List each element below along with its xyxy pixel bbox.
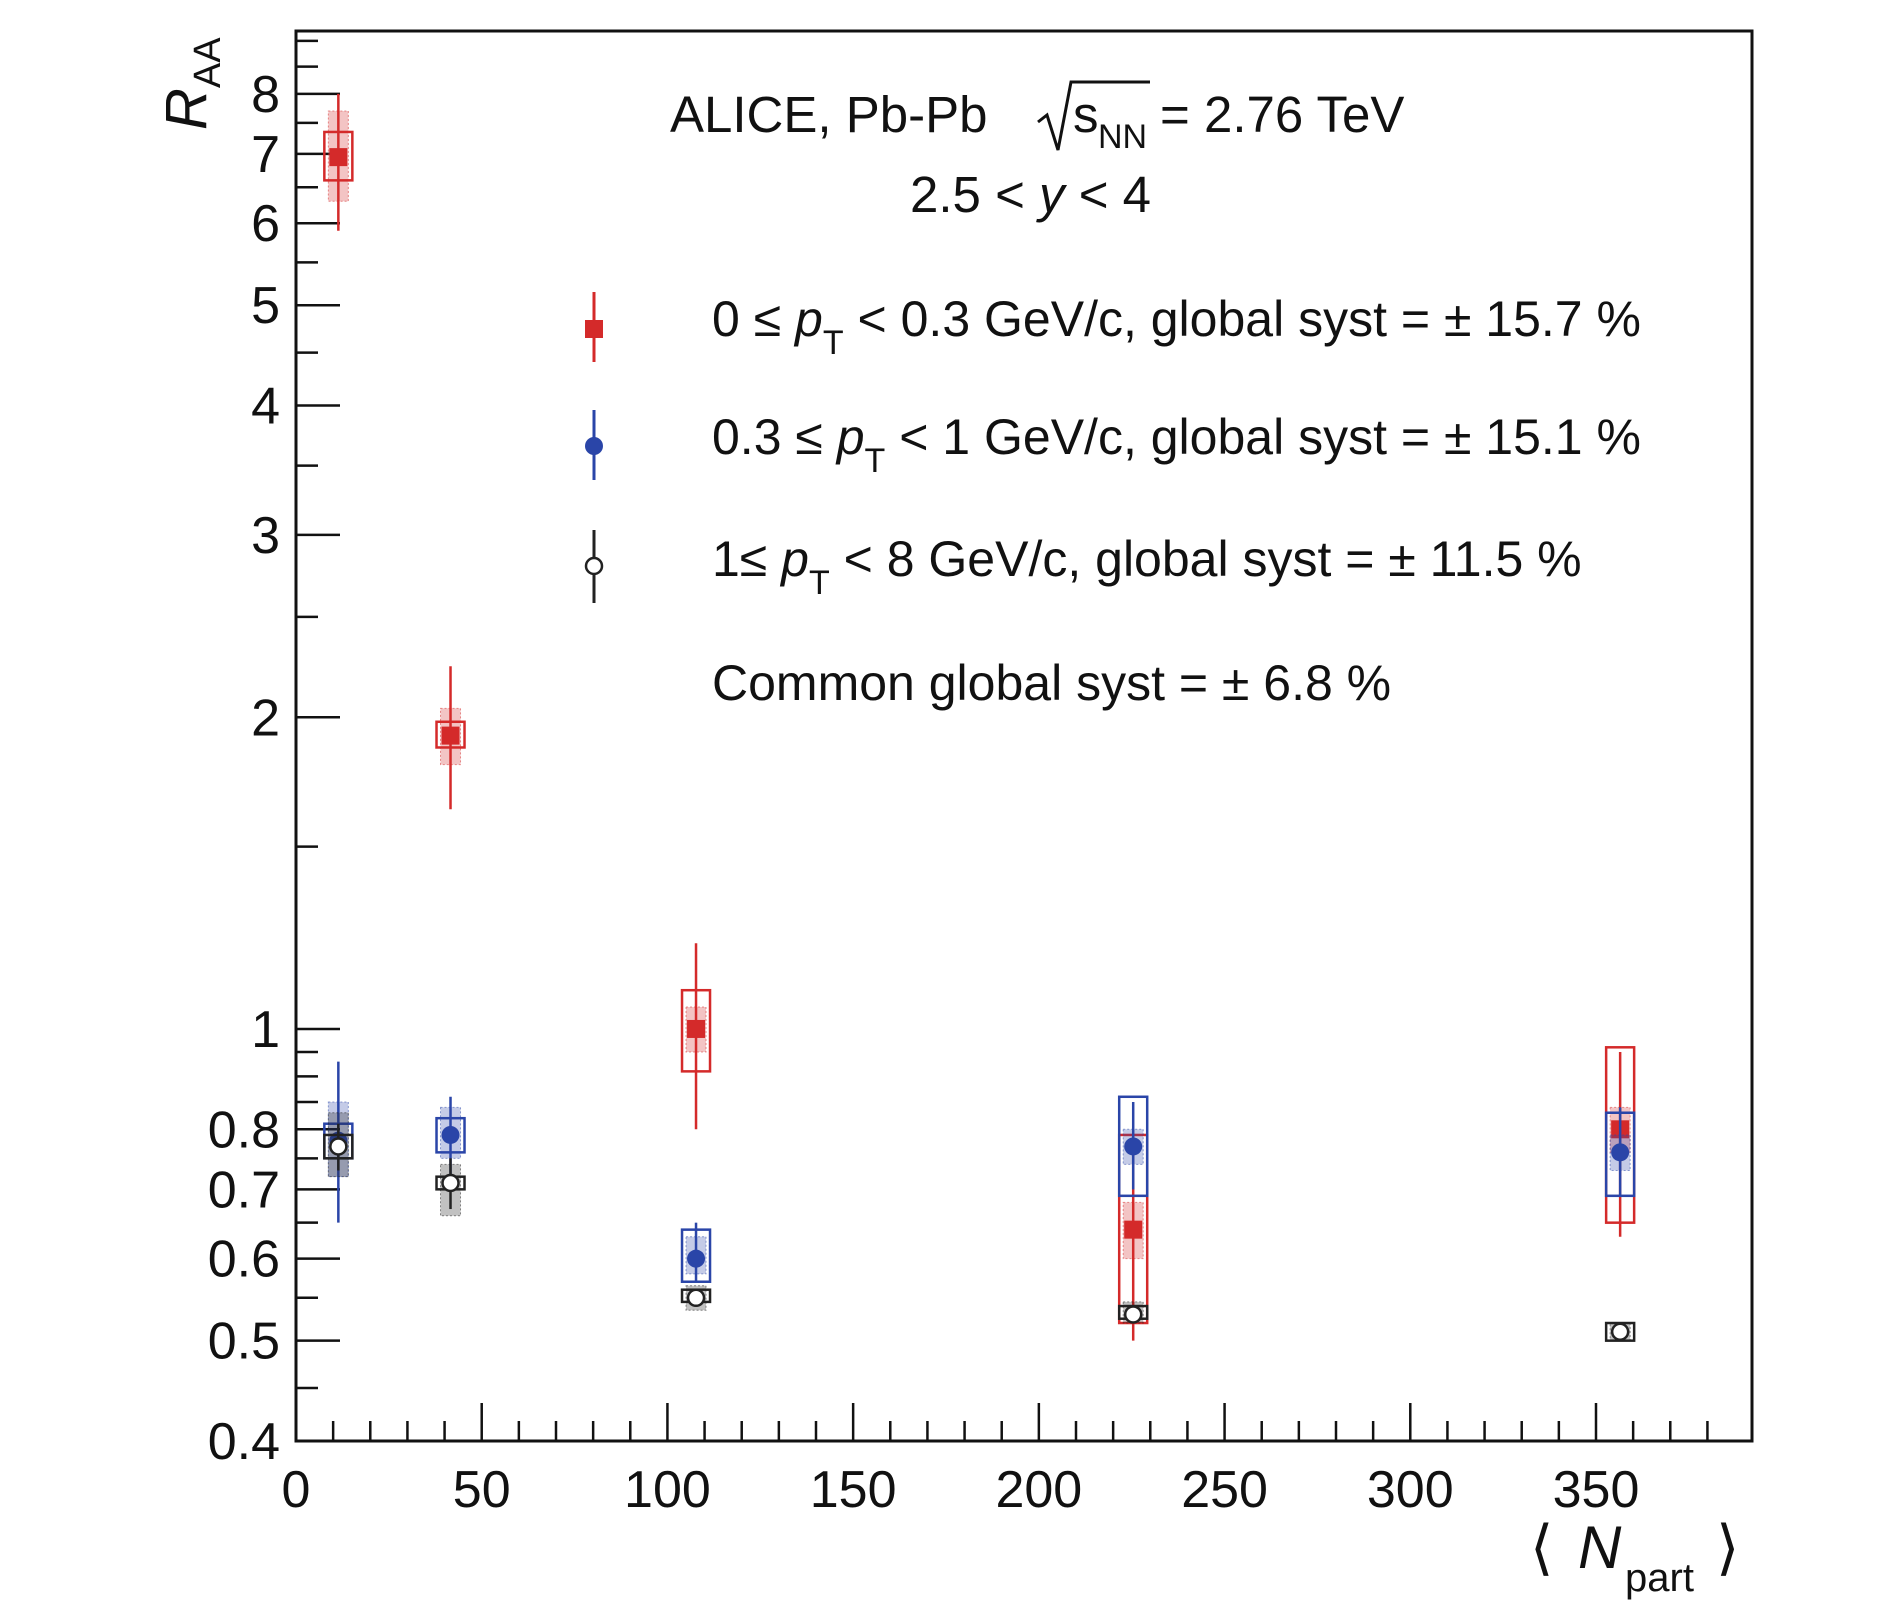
y-tick-label: 1 [251, 1001, 280, 1059]
legend-marker-red-square [585, 292, 603, 362]
marker-circle [1124, 1137, 1143, 1156]
data-point [680, 943, 712, 1130]
legend-label-low-pt: 0 ≤ pT < 0.3 GeV/c, global syst = ± 15.7… [712, 291, 1641, 362]
marker-open-circle [1610, 1322, 1630, 1341]
y-tick-label: 0.4 [208, 1413, 280, 1471]
title-rapidity: 2.5 < y < 4 [910, 166, 1151, 223]
legend-marker-black-open-circle [584, 530, 604, 603]
data-point [323, 1112, 354, 1178]
legend-common-syst: Common global syst = ± 6.8 % [712, 655, 1391, 711]
data-point [680, 1222, 712, 1283]
plot-frame [294, 29, 1754, 1443]
marker-square [329, 148, 348, 167]
title-experiment: ALICE, Pb-Pb [670, 86, 987, 143]
data-point [1604, 1107, 1636, 1198]
y-tick-label: 0.8 [208, 1101, 280, 1159]
marker-open-circle [686, 1288, 706, 1308]
marker-circle [441, 1125, 460, 1144]
y-tick-label: 6 [251, 195, 280, 253]
y-tick-label: 0.7 [208, 1161, 280, 1219]
y-tick-label: 3 [251, 507, 280, 565]
data-point [1117, 1095, 1149, 1198]
data-point [435, 666, 466, 810]
x-tick-label: 150 [810, 1461, 897, 1519]
data-point [1117, 1301, 1149, 1324]
y-tick-label: 8 [251, 66, 280, 124]
data-point [435, 1158, 466, 1217]
chart-title: ALICE, Pb-Pb s NN = 2.76 TeV 2.5 < y < 4 [670, 80, 1404, 223]
marker-circle [1611, 1143, 1630, 1162]
legend: 0 ≤ pT < 0.3 GeV/c, global syst = ± 15.7… [584, 291, 1641, 711]
x-tick-label: 350 [1553, 1461, 1640, 1519]
x-axis: 0 50 100 150 200 250 300 350 [282, 1403, 1709, 1519]
series-2 [323, 1112, 1636, 1342]
y-tick-label: 7 [251, 126, 280, 184]
marker-open-circle [441, 1173, 460, 1193]
title-sqrt-s: s [1073, 86, 1099, 143]
x-axis-label-right-bracket: ⟩ [1716, 1514, 1739, 1581]
syst-error-box [1117, 1095, 1149, 1198]
marker-square [687, 1019, 706, 1038]
title-energy: = 2.76 TeV [1160, 86, 1404, 143]
y-tick-label: 0.5 [208, 1313, 280, 1371]
x-tick-label: 250 [1181, 1461, 1268, 1519]
data-point [323, 93, 354, 231]
x-tick-label: 0 [282, 1461, 311, 1519]
y-axis-label: RAA [154, 37, 229, 130]
x-tick-label: 200 [995, 1461, 1082, 1519]
data-point [680, 1285, 712, 1311]
marker-open-circle [1123, 1305, 1143, 1324]
y-axis: 0.4 0.5 0.6 0.70.8 1 2 3 4 5 6 78 [208, 39, 340, 1471]
x-tick-label: 50 [453, 1461, 511, 1519]
y-tick-label: 2 [251, 689, 280, 747]
legend-label-mid-pt: 0.3 ≤ pT < 1 GeV/c, global syst = ± 15.1… [712, 409, 1641, 480]
x-axis-label: ⟨ N part ⟩ [1530, 1514, 1739, 1600]
x-axis-label-main: N [1578, 1514, 1622, 1581]
title-sqrt-sub: NN [1098, 118, 1147, 156]
data-point [1604, 1321, 1636, 1342]
data-series [323, 93, 1636, 1342]
series-0 [323, 93, 1636, 1341]
x-tick-label: 300 [1367, 1461, 1454, 1519]
sqrt-sign-icon [1037, 80, 1150, 151]
marker-circle [687, 1249, 706, 1268]
x-axis-label-left-bracket: ⟨ [1530, 1514, 1553, 1581]
marker-square [441, 726, 460, 745]
y-tick-label: 4 [251, 378, 280, 436]
y-tick-label: 0.6 [208, 1231, 280, 1289]
legend-marker-blue-circle [585, 410, 603, 480]
marker-open-circle [329, 1137, 348, 1156]
legend-label-high-pt: 1≤ pT < 8 GeV/c, global syst = ± 11.5 % [712, 531, 1582, 602]
x-axis-label-sub: part [1625, 1556, 1694, 1600]
marker-square [1124, 1220, 1143, 1239]
x-tick-label: 100 [624, 1461, 711, 1519]
y-tick-label: 5 [251, 277, 280, 335]
